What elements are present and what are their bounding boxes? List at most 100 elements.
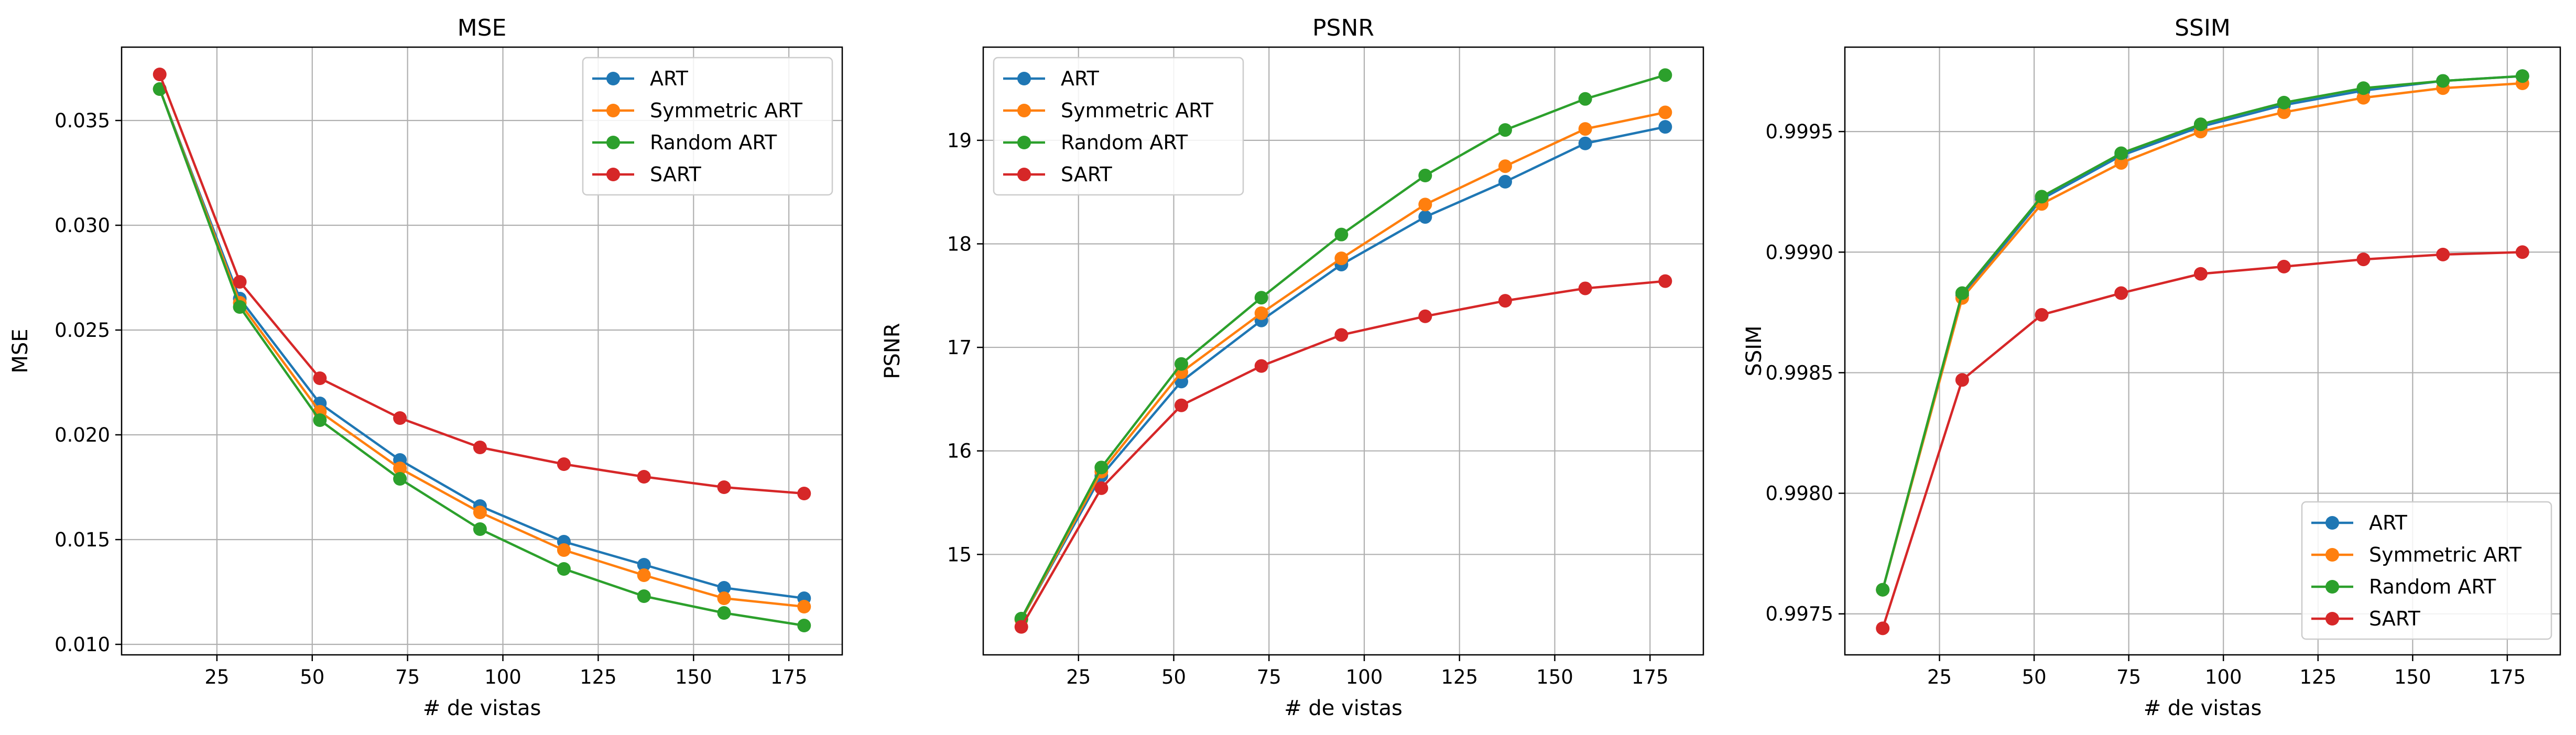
data-point-random-art bbox=[717, 606, 731, 620]
x-tick-label: 150 bbox=[1536, 666, 1573, 688]
x-tick-label: 125 bbox=[580, 666, 617, 688]
x-tick-label: 25 bbox=[1066, 666, 1091, 688]
y-axis-label: PSNR bbox=[881, 323, 905, 379]
y-tick-label: 0.020 bbox=[55, 424, 110, 446]
x-tick-label: 75 bbox=[395, 666, 420, 688]
data-point-symmetric-art bbox=[2277, 105, 2291, 119]
legend-entry-label: Random ART bbox=[650, 131, 777, 154]
data-point-random-art bbox=[557, 562, 571, 576]
y-tick-label: 0.9980 bbox=[1766, 482, 1833, 505]
data-point-sart bbox=[153, 68, 167, 81]
data-point-sart bbox=[1175, 398, 1189, 412]
x-axis-label: # de vistas bbox=[1284, 696, 1403, 720]
data-point-sart bbox=[1955, 373, 1969, 387]
legend-entry-label: SART bbox=[2369, 607, 2420, 630]
data-point-random-art bbox=[2356, 81, 2371, 95]
x-tick-label: 125 bbox=[2299, 666, 2336, 688]
data-point-art bbox=[1578, 136, 1592, 150]
y-tick-label: 0.9985 bbox=[1766, 361, 1833, 384]
legend-entry-label: Symmetric ART bbox=[650, 99, 803, 122]
data-point-random-art bbox=[2193, 117, 2208, 131]
series-line-art bbox=[1020, 125, 1666, 620]
data-point-random-art bbox=[393, 472, 407, 486]
legend-entry-label: ART bbox=[650, 67, 689, 90]
data-point-sart bbox=[2356, 253, 2371, 267]
x-tick-label: 150 bbox=[675, 666, 712, 688]
data-point-random-art bbox=[637, 589, 651, 603]
y-tick-label: 0.9995 bbox=[1766, 120, 1833, 143]
data-point-sart bbox=[2193, 267, 2208, 281]
axes-frame bbox=[121, 46, 843, 656]
x-tick-label: 75 bbox=[2116, 666, 2141, 688]
data-point-symmetric-art bbox=[557, 543, 571, 557]
data-point-sart bbox=[1876, 621, 1890, 635]
legend-swatch-marker bbox=[1017, 104, 1031, 117]
y-tick-label: 0.025 bbox=[55, 319, 110, 342]
data-point-symmetric-art bbox=[1658, 105, 1672, 119]
y-tick-label: 18 bbox=[947, 233, 972, 255]
data-point-random-art bbox=[2436, 74, 2450, 88]
data-point-random-art bbox=[2114, 146, 2128, 160]
data-point-random-art bbox=[1334, 227, 1349, 242]
legend-entry-label: ART bbox=[2369, 511, 2408, 534]
data-point-symmetric-art bbox=[717, 591, 731, 605]
data-point-symmetric-art bbox=[797, 600, 811, 613]
data-point-sart bbox=[2436, 247, 2450, 261]
legend-swatch-marker bbox=[2325, 612, 2339, 626]
data-point-sart bbox=[637, 470, 651, 484]
data-point-random-art bbox=[313, 413, 327, 427]
y-axis-label: SSIM bbox=[1742, 325, 1766, 376]
legend-swatch-marker bbox=[2325, 580, 2339, 594]
data-point-symmetric-art bbox=[473, 506, 487, 519]
data-point-art bbox=[1498, 174, 1512, 189]
data-point-sart bbox=[1578, 281, 1592, 295]
data-point-art bbox=[637, 558, 651, 572]
legend-swatch-marker bbox=[1017, 72, 1031, 85]
legend-box bbox=[2301, 501, 2552, 640]
legend-swatch-marker bbox=[606, 168, 620, 181]
legend-swatch-marker bbox=[2325, 548, 2339, 562]
data-point-random-art bbox=[1498, 123, 1512, 137]
data-point-symmetric-art bbox=[1498, 159, 1512, 173]
legend-swatch-marker bbox=[2325, 516, 2339, 530]
chart-title: MSE bbox=[458, 15, 507, 41]
data-point-random-art bbox=[233, 300, 247, 314]
data-point-symmetric-art bbox=[393, 462, 407, 475]
legend-entry-label: Symmetric ART bbox=[2369, 543, 2522, 566]
y-tick-label: 0.035 bbox=[55, 109, 110, 132]
chart-title: PSNR bbox=[1312, 15, 1374, 41]
legend-entry-label: Random ART bbox=[2369, 575, 2496, 598]
legend: ART Symmetric ART Random ART SART bbox=[582, 57, 833, 196]
data-point-symmetric-art bbox=[2356, 91, 2371, 105]
chart-panel-ssim: 25 50 75 100 125 150 175 0.9975 0.9980 0.9985 0.99… bbox=[1742, 15, 2561, 720]
data-point-sart bbox=[797, 487, 811, 500]
x-tick-label: 175 bbox=[1632, 666, 1669, 688]
x-tick-label: 150 bbox=[2394, 666, 2431, 688]
data-point-random-art bbox=[1418, 169, 1432, 183]
x-tick-label: 100 bbox=[2205, 666, 2242, 688]
legend-entry-label: Symmetric ART bbox=[1061, 99, 1214, 122]
y-axis-label: MSE bbox=[8, 328, 32, 373]
data-point-sart bbox=[2114, 286, 2128, 300]
y-tick-label: 0.015 bbox=[55, 529, 110, 551]
legend-swatch-marker bbox=[606, 136, 620, 149]
x-tick-label: 100 bbox=[484, 666, 521, 688]
y-tick-label: 0.030 bbox=[55, 214, 110, 237]
data-point-random-art bbox=[2035, 190, 2049, 204]
x-tick-label: 175 bbox=[2489, 666, 2526, 688]
data-point-sart bbox=[393, 411, 407, 425]
legend-box bbox=[582, 57, 833, 196]
legend-box bbox=[993, 57, 1244, 196]
y-tick-label: 17 bbox=[947, 336, 972, 359]
data-point-sart bbox=[1418, 309, 1432, 323]
data-point-random-art bbox=[1578, 92, 1592, 106]
legend-entry-label: ART bbox=[1061, 67, 1100, 90]
legend: ART Symmetric ART Random ART SART bbox=[993, 57, 1244, 196]
data-point-random-art bbox=[1175, 357, 1189, 371]
data-point-symmetric-art bbox=[1254, 306, 1268, 320]
y-tick-label: 16 bbox=[947, 440, 972, 463]
x-tick-label: 75 bbox=[1257, 666, 1281, 688]
y-tick-label: 0.9975 bbox=[1766, 603, 1833, 626]
data-point-sart bbox=[233, 275, 247, 289]
data-point-random-art bbox=[2515, 69, 2529, 83]
